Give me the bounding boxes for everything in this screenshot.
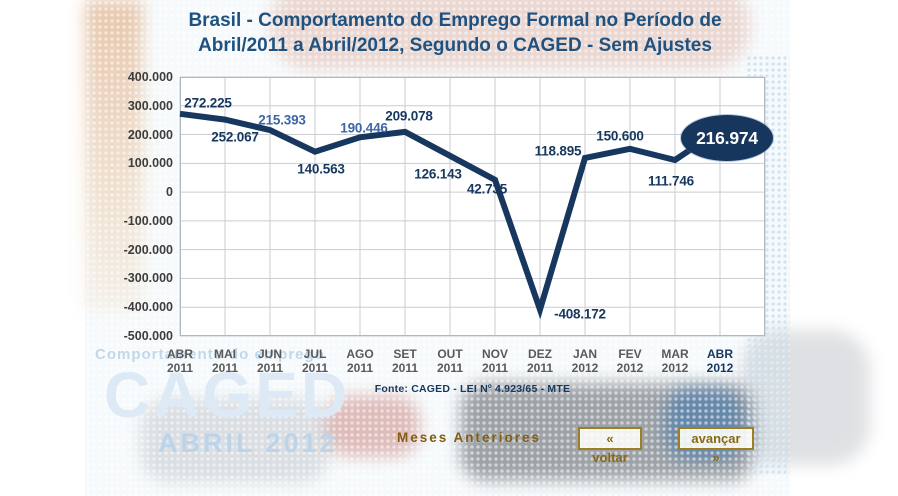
plot-area — [179, 76, 766, 337]
forward-button[interactable]: avançar » — [678, 427, 754, 465]
watermark-edition: ABRIL 2012 — [158, 428, 338, 458]
plot-border — [180, 77, 765, 336]
highlight-badge: 216.974 — [681, 115, 773, 161]
chart-title-line1: Brasil - Comportamento do Emprego Formal… — [188, 10, 722, 31]
watermark-caged-logo: CAGED — [104, 359, 351, 431]
chart-title: Brasil - Comportamento do Emprego Formal… — [130, 8, 780, 58]
chart-svg — [179, 76, 766, 337]
source-note: Fonte: CAGED - LEI Nº 4.923/65 - MTE — [374, 383, 571, 395]
back-button[interactable]: « voltar — [578, 427, 642, 465]
previous-months-label: Meses Anteriores — [397, 430, 542, 445]
watermark-tagline: Comportamento do emprego — [95, 346, 325, 363]
employment-line — [179, 110, 722, 320]
chart-title-line2: Abril/2011 a Abril/2012, Segundo o CAGED… — [198, 35, 712, 56]
